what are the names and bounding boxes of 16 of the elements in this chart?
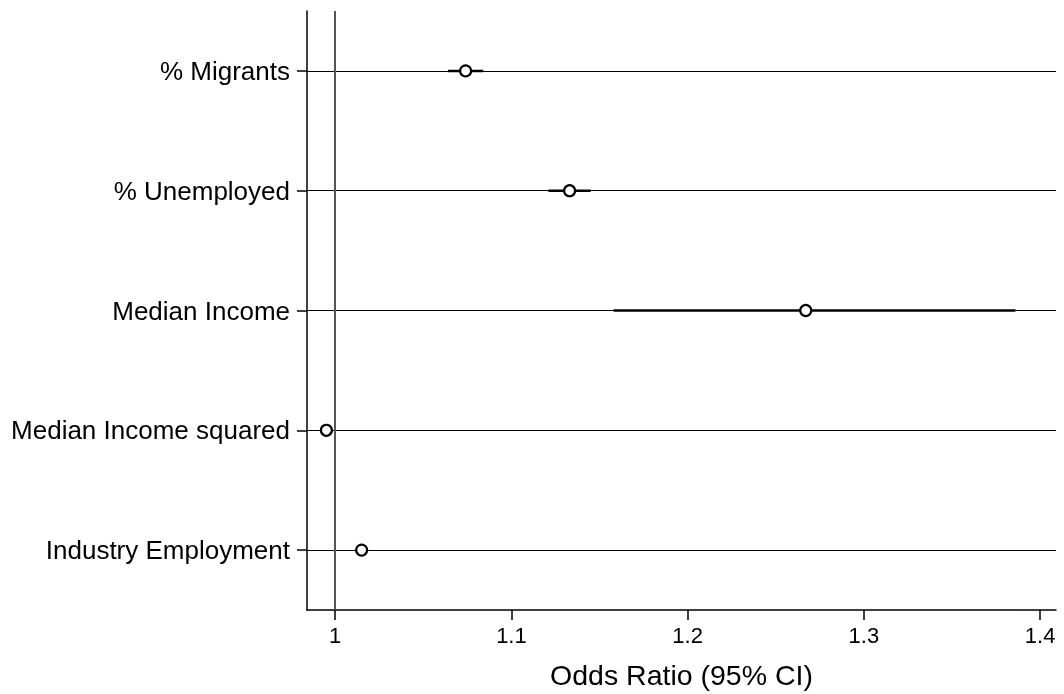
y-tick-label: % Unemployed bbox=[113, 175, 290, 206]
x-axis-title: Odds Ratio (95% CI) bbox=[550, 658, 813, 691]
point bbox=[319, 423, 333, 437]
y-tick-label: % Migrants bbox=[159, 55, 290, 86]
point bbox=[563, 184, 577, 198]
y-tick-label: Industry Employment bbox=[45, 535, 291, 566]
x-tick-label: 1.2 bbox=[672, 622, 703, 648]
y-tick-label: Median Income squared bbox=[11, 415, 290, 446]
x-tick-label: 1.3 bbox=[848, 622, 880, 648]
y-tick-label: Median Income bbox=[112, 295, 290, 326]
point bbox=[799, 303, 813, 318]
x-tick-label: 1.4 bbox=[1024, 622, 1056, 648]
x-tick-label: 1.1 bbox=[496, 622, 527, 648]
x-tick-label: 1 bbox=[329, 622, 342, 648]
point bbox=[355, 543, 369, 557]
point bbox=[459, 64, 473, 78]
